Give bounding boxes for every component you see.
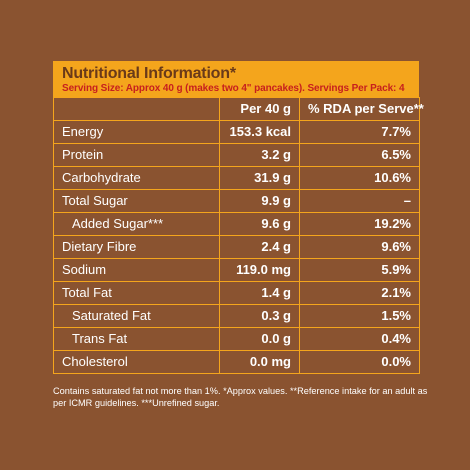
row-per40: 31.9 g bbox=[219, 166, 300, 190]
nutrition-panel: Nutritional Information* Serving Size: A… bbox=[53, 61, 424, 374]
panel-title: Nutritional Information* bbox=[62, 65, 236, 82]
row-rda: 0.0% bbox=[299, 350, 420, 374]
row-label: Energy bbox=[53, 120, 220, 144]
row-rda: 2.1% bbox=[299, 281, 420, 305]
row-label: Saturated Fat bbox=[53, 304, 220, 328]
row-per40: 0.0 g bbox=[219, 327, 300, 351]
row-rda: 1.5% bbox=[299, 304, 420, 328]
table-row: Energy 153.3 kcal 7.7% bbox=[53, 120, 420, 144]
row-rda: 10.6% bbox=[299, 166, 420, 190]
table-row: Cholesterol 0.0 mg 0.0% bbox=[53, 350, 420, 374]
table-row: Added Sugar*** 9.6 g 19.2% bbox=[53, 212, 420, 236]
row-label: Total Sugar bbox=[53, 189, 220, 213]
row-per40: 0.0 mg bbox=[219, 350, 300, 374]
table-row: Protein 3.2 g 6.5% bbox=[53, 143, 420, 167]
row-per40: 0.3 g bbox=[219, 304, 300, 328]
row-rda: – bbox=[299, 189, 420, 213]
row-label: Total Fat bbox=[53, 281, 220, 305]
table-row: Carbohydrate 31.9 g 10.6% bbox=[53, 166, 420, 190]
table-row: Total Fat 1.4 g 2.1% bbox=[53, 281, 420, 305]
table-row: Sodium 119.0 mg 5.9% bbox=[53, 258, 420, 282]
table-row: Trans Fat 0.0 g 0.4% bbox=[53, 327, 420, 351]
row-rda: 5.9% bbox=[299, 258, 420, 282]
panel-header: Nutritional Information* Serving Size: A… bbox=[53, 61, 419, 97]
row-label: Cholesterol bbox=[53, 350, 220, 374]
header-label bbox=[53, 97, 220, 121]
row-per40: 9.6 g bbox=[219, 212, 300, 236]
table-row: Saturated Fat 0.3 g 1.5% bbox=[53, 304, 420, 328]
header-rda: % RDA per Serve** bbox=[299, 97, 424, 121]
row-label: Sodium bbox=[53, 258, 220, 282]
row-per40: 119.0 mg bbox=[219, 258, 300, 282]
table-header-row: Per 40 g % RDA per Serve** bbox=[53, 97, 424, 121]
footnote: Contains saturated fat not more than 1%.… bbox=[53, 386, 428, 408]
row-label: Protein bbox=[53, 143, 220, 167]
row-label: Carbohydrate bbox=[53, 166, 220, 190]
row-label: Added Sugar*** bbox=[53, 212, 220, 236]
header-per40: Per 40 g bbox=[219, 97, 300, 121]
row-rda: 0.4% bbox=[299, 327, 420, 351]
row-rda: 6.5% bbox=[299, 143, 420, 167]
row-label: Trans Fat bbox=[53, 327, 220, 351]
row-rda: 7.7% bbox=[299, 120, 420, 144]
nutrition-table: Per 40 g % RDA per Serve** Energy 153.3 … bbox=[53, 97, 424, 374]
row-per40: 9.9 g bbox=[219, 189, 300, 213]
table-row: Dietary Fibre 2.4 g 9.6% bbox=[53, 235, 420, 259]
table-row: Total Sugar 9.9 g – bbox=[53, 189, 420, 213]
row-per40: 1.4 g bbox=[219, 281, 300, 305]
row-per40: 153.3 kcal bbox=[219, 120, 300, 144]
serving-size: Serving Size: Approx 40 g (makes two 4" … bbox=[62, 83, 405, 94]
row-rda: 19.2% bbox=[299, 212, 420, 236]
row-per40: 2.4 g bbox=[219, 235, 300, 259]
row-per40: 3.2 g bbox=[219, 143, 300, 167]
row-rda: 9.6% bbox=[299, 235, 420, 259]
row-label: Dietary Fibre bbox=[53, 235, 220, 259]
